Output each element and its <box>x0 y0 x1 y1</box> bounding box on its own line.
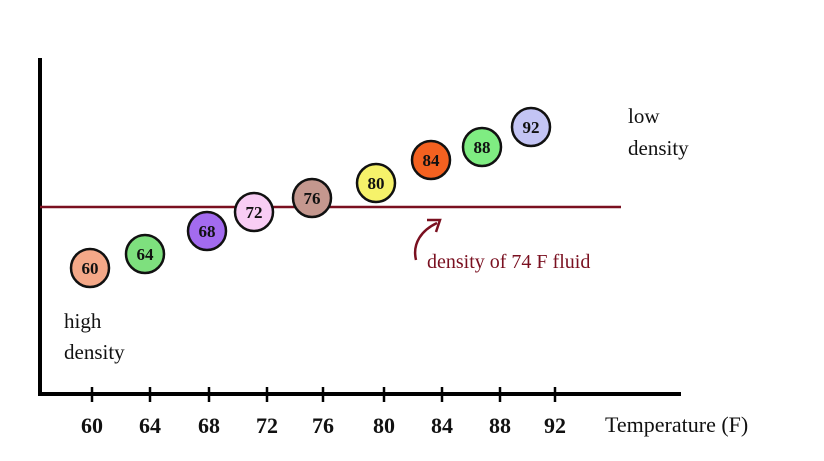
data-point-label: 60 <box>82 259 99 278</box>
low-density-label-line2: density <box>628 136 689 160</box>
data-point-ball: 60 <box>69 247 111 289</box>
high-density-label-line1: high <box>64 309 102 333</box>
x-tick-label: 64 <box>139 413 161 438</box>
x-axis-title: Temperature (F) <box>605 412 748 437</box>
x-tick-label: 76 <box>312 413 334 438</box>
data-point-ball: 80 <box>355 162 397 204</box>
data-point-marker <box>291 177 333 219</box>
data-point-ball: 88 <box>461 126 503 168</box>
data-point-marker <box>355 162 397 204</box>
x-tick-label: 84 <box>431 413 453 438</box>
data-point-label: 92 <box>523 118 540 137</box>
data-point-ball: 72 <box>233 191 275 233</box>
x-tick-label: 80 <box>373 413 395 438</box>
data-point-ball: 92 <box>510 106 552 148</box>
x-tick-label: 88 <box>489 413 511 438</box>
data-point-ball: 76 <box>291 177 333 219</box>
data-point-marker <box>186 210 228 252</box>
data-point-label: 76 <box>304 189 321 208</box>
data-point-marker <box>461 126 503 168</box>
data-point-marker <box>410 139 452 181</box>
data-point-label: 72 <box>246 203 263 222</box>
data-point-marker <box>124 233 166 275</box>
reference-arrow <box>413 221 438 261</box>
low-density-label-line1: low <box>628 104 660 128</box>
data-point-label: 88 <box>474 138 491 157</box>
data-point-marker <box>69 247 111 289</box>
data-points: 60 64 68 72 76 80 84 88 92 <box>69 106 552 289</box>
data-point-ball: 64 <box>124 233 166 275</box>
data-point-label: 80 <box>368 174 385 193</box>
reference-arrow-head <box>427 218 442 233</box>
reference-line-label: density of 74 F fluid <box>427 251 590 273</box>
x-tick-label: 92 <box>544 413 566 438</box>
data-point-marker <box>233 191 275 233</box>
x-tick-label: 72 <box>256 413 278 438</box>
data-point-label: 84 <box>423 151 441 170</box>
high-density-label-line2: density <box>64 340 125 364</box>
data-point-ball: 84 <box>410 139 452 181</box>
data-point-ball: 68 <box>186 210 228 252</box>
x-ticks: 60 64 68 72 76 80 84 88 92 <box>81 387 566 438</box>
data-point-label: 64 <box>137 245 155 264</box>
data-point-label: 68 <box>199 222 216 241</box>
x-tick-label: 60 <box>81 413 103 438</box>
x-tick-label: 68 <box>198 413 220 438</box>
data-point-marker <box>510 106 552 148</box>
